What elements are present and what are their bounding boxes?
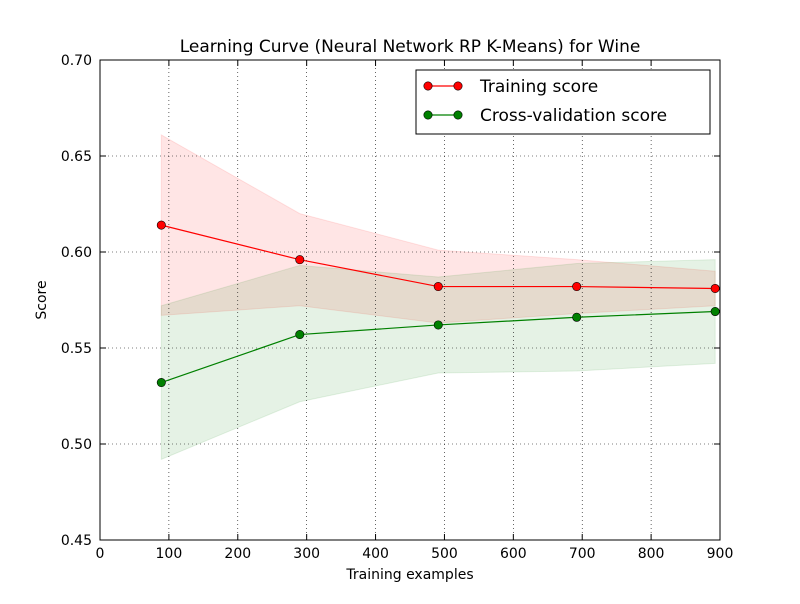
x-tick-label-5: 500 <box>431 546 458 562</box>
y-axis-label: Score <box>34 280 50 319</box>
x-tick-label-7: 700 <box>569 546 596 562</box>
series-0-point-2 <box>433 282 443 292</box>
x-tick-label-2: 200 <box>224 546 251 562</box>
plot-frame <box>99 59 721 541</box>
x-tick-label-8: 800 <box>638 546 665 562</box>
x-tick-label-3: 300 <box>293 546 320 562</box>
confidence-bands <box>160 134 716 461</box>
y-tick-label-4: 0.65 <box>61 149 92 165</box>
legend-marker-left-1 <box>423 110 433 120</box>
series-1-point-3 <box>572 312 582 322</box>
legend-label-1: Cross-validation score <box>480 106 667 126</box>
legend-marker-right-0 <box>453 81 463 91</box>
x-tick-label-0: 0 <box>96 546 105 562</box>
series-1-point-4 <box>710 307 720 317</box>
series-0-point-0 <box>156 220 166 230</box>
y-tick-label-3: 0.60 <box>61 245 92 261</box>
series-1-point-1 <box>295 330 305 340</box>
series-markers <box>156 220 720 388</box>
y-tick-labels: 0.45 0.50 0.55 0.60 0.65 0.70 <box>61 53 92 549</box>
x-tick-label-1: 100 <box>156 546 183 562</box>
y-tick-label-5: 0.70 <box>61 53 92 69</box>
axis-ticks <box>99 59 721 541</box>
x-tick-label-6: 600 <box>500 546 527 562</box>
x-tick-label-4: 400 <box>362 546 389 562</box>
series-1-point-0 <box>156 378 166 388</box>
y-tick-label-0: 0.45 <box>61 533 92 549</box>
y-tick-label-1: 0.50 <box>61 437 92 453</box>
legend-label-0: Training score <box>479 77 598 97</box>
x-axis-label: Training examples <box>345 567 473 583</box>
x-tick-label-9: 900 <box>707 546 734 562</box>
series-1-point-2 <box>433 320 443 330</box>
x-tick-labels: 0 100 200 300 400 500 600 700 800 900 <box>96 546 734 562</box>
legend: Training score Cross-validation score <box>415 69 711 135</box>
chart-title: Learning Curve (Neural Network RP K-Mean… <box>180 37 641 57</box>
legend-box <box>415 69 711 135</box>
series-0-point-4 <box>710 283 720 293</box>
legend-marker-right-1 <box>453 110 463 120</box>
y-tick-label-2: 0.55 <box>61 341 92 357</box>
legend-marker-left-0 <box>423 81 433 91</box>
confidence-band-0 <box>160 134 716 324</box>
series-0-point-1 <box>295 255 305 265</box>
series-0-point-3 <box>572 282 582 292</box>
confidence-band-1 <box>160 259 716 461</box>
